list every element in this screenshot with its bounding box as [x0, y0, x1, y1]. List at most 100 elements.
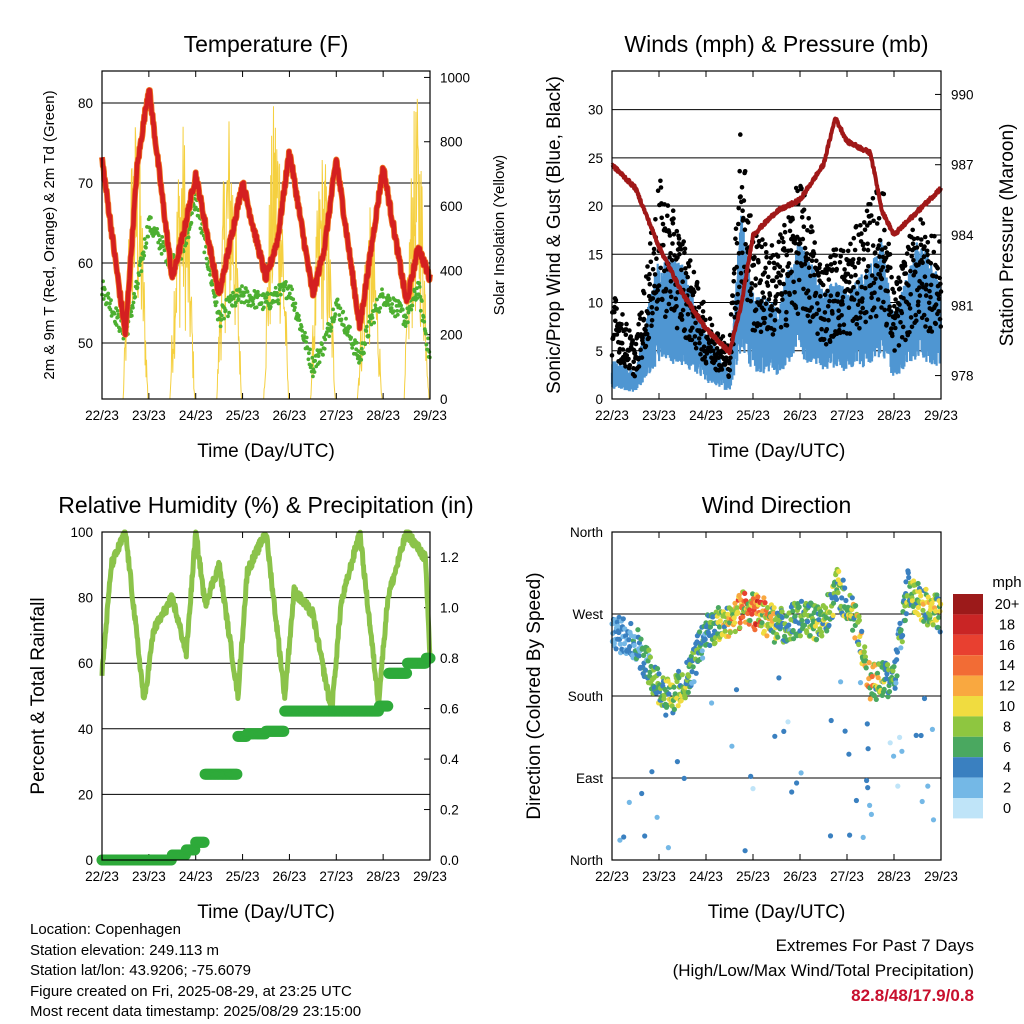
dewpoint-point — [158, 238, 162, 242]
y-tick-label: 15 — [588, 247, 603, 262]
gust-point — [823, 342, 829, 347]
gust-point — [813, 290, 819, 296]
x-tick-label: 29/23 — [413, 408, 447, 423]
gust-point — [612, 309, 617, 315]
dewpoint-point — [214, 300, 219, 305]
direction-point — [835, 590, 841, 596]
direction-point — [781, 728, 787, 735]
direction-point — [892, 685, 898, 691]
gust-point — [858, 310, 863, 315]
gust-point — [683, 266, 688, 271]
gust-point — [919, 237, 924, 242]
gust-point — [762, 270, 767, 275]
dewpoint-point — [418, 294, 423, 299]
gust-point — [649, 318, 655, 323]
direction-point — [635, 627, 641, 633]
dewpoint-point — [219, 313, 224, 318]
dewpoint-point — [231, 290, 235, 295]
colorbar-tick-label: 8 — [1003, 719, 1011, 735]
precip-point — [401, 667, 413, 679]
dewpoint-point — [218, 324, 223, 329]
gust-point — [828, 262, 834, 267]
gust-point — [736, 205, 741, 211]
x-tick-label: 25/23 — [226, 869, 260, 884]
gust-point — [631, 359, 636, 365]
gust-point — [727, 368, 733, 373]
dewpoint-point — [350, 346, 355, 350]
gust-point — [863, 285, 868, 291]
gust-point — [770, 332, 776, 337]
dewpoint-point — [132, 291, 137, 296]
gust-point — [865, 247, 871, 253]
colorbar-tick-label: 2 — [1003, 781, 1011, 797]
gust-point — [836, 308, 841, 314]
direction-point — [717, 618, 723, 624]
x-tick-label: 23/23 — [132, 869, 166, 884]
gust-point — [923, 324, 928, 329]
direction-point — [761, 595, 767, 601]
gust-point — [915, 236, 920, 241]
gust-point — [649, 323, 654, 329]
dewpoint-point — [273, 285, 278, 290]
direction-point — [646, 647, 652, 653]
direction-point — [898, 645, 904, 651]
gust-point — [887, 252, 893, 257]
gust-point — [696, 336, 702, 341]
direction-point — [906, 574, 912, 581]
gust-point — [749, 286, 754, 291]
gust-point — [763, 265, 768, 271]
gust-point — [782, 222, 787, 228]
gust-point — [807, 295, 812, 300]
gust-point — [806, 216, 811, 221]
gust-point — [862, 220, 867, 225]
dewpoint-point — [278, 292, 283, 297]
direction-point — [897, 734, 903, 741]
gust-point — [903, 337, 908, 343]
gust-point — [647, 241, 653, 246]
gust-point — [685, 312, 691, 317]
gust-point — [897, 279, 903, 284]
dewpoint-point — [373, 303, 378, 308]
dewpoint-point — [322, 346, 327, 351]
gust-point — [727, 360, 732, 366]
dewpoint-point — [257, 293, 261, 298]
gust-point — [875, 297, 881, 302]
direction-point — [627, 644, 633, 650]
direction-point — [925, 783, 931, 789]
colorbar-tick-label: 0 — [1003, 801, 1011, 817]
gust-point — [881, 191, 887, 197]
gust-point — [771, 278, 776, 284]
gust-point — [696, 305, 702, 310]
gust-point — [650, 310, 655, 316]
direction-point — [915, 580, 921, 587]
dewpoint-point — [290, 287, 294, 292]
gust-point — [791, 279, 796, 285]
gust-point — [910, 241, 916, 246]
x-tick-label: 23/23 — [132, 408, 166, 423]
direction-point — [813, 636, 820, 643]
dewpoint-point — [210, 282, 215, 287]
gust-point — [808, 273, 813, 279]
dewpoint-point — [115, 309, 120, 313]
gust-point — [790, 217, 795, 222]
dewpoint-point — [114, 306, 118, 310]
gust-point — [787, 228, 793, 234]
direction-point — [621, 641, 628, 647]
dewpoint-point — [102, 287, 107, 292]
gust-point — [838, 253, 843, 259]
latest-data-text: Most recent data timestamp: 2025/08/29 2… — [30, 1003, 362, 1020]
gust-point — [884, 321, 889, 327]
gust-point — [862, 227, 868, 233]
gust-point — [860, 296, 865, 301]
y-tick-label: 10 — [588, 296, 603, 311]
plot-frame — [611, 70, 942, 400]
gust-point — [713, 358, 718, 363]
dewpoint-point — [251, 302, 256, 307]
direction-point — [891, 753, 897, 759]
gust-point — [774, 274, 780, 280]
gust-point — [758, 278, 763, 283]
gust-point — [613, 297, 619, 303]
location-text: Location: Copenhagen — [30, 921, 181, 938]
gust-point — [920, 260, 925, 266]
direction-point — [685, 689, 691, 696]
